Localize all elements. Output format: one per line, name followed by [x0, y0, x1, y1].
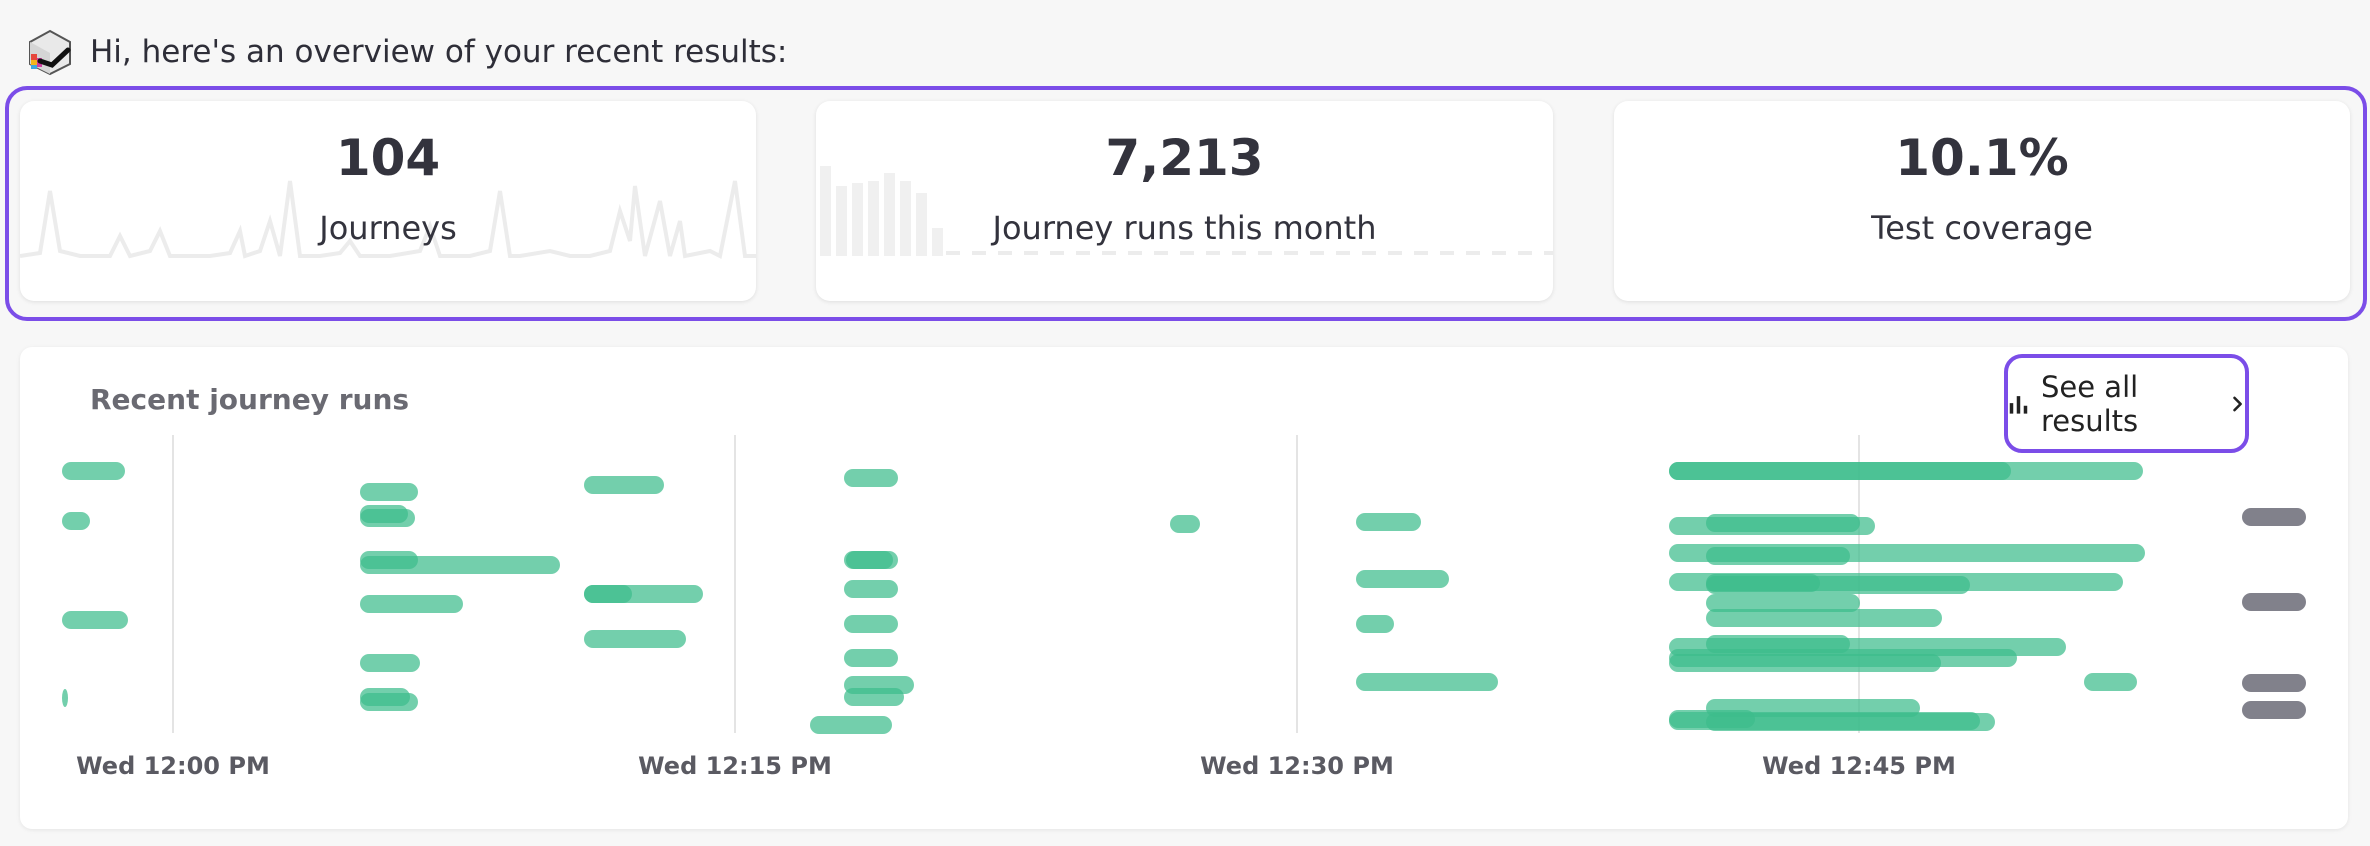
- journey-run-bar[interactable]: [1706, 635, 1850, 653]
- journey-runs-label: Journey runs this month: [992, 209, 1377, 247]
- journey-run-bar[interactable]: [62, 512, 90, 530]
- tick-label: Wed 12:15 PM: [638, 752, 832, 780]
- journey-run-bar[interactable]: [844, 615, 898, 633]
- journey-run-bar[interactable]: [360, 483, 418, 501]
- journey-run-bar[interactable]: [2084, 673, 2137, 691]
- journey-run-bar[interactable]: [1706, 547, 1850, 565]
- timeline-run-bars: [62, 462, 2306, 734]
- journey-runs-timeline: Wed 12:00 PM Wed 12:15 PM Wed 12:30 PM W…: [62, 435, 2306, 780]
- tick-label: Wed 12:00 PM: [76, 752, 270, 780]
- test-coverage-label: Test coverage: [1871, 209, 2093, 247]
- test-coverage-value: 10.1%: [1895, 129, 2069, 187]
- journey-runs-card[interactable]: 7,213 Journey runs this month: [816, 101, 1553, 301]
- journey-run-bar[interactable]: [1706, 514, 1860, 532]
- chevron-right-icon: [2233, 396, 2242, 411]
- journey-run-bar[interactable]: [360, 688, 410, 706]
- bar-chart-icon: [2009, 395, 2028, 414]
- see-all-results-button[interactable]: See all results: [2004, 354, 2249, 453]
- journeys-count: 104: [335, 129, 441, 187]
- journey-run-bar[interactable]: [62, 689, 68, 707]
- stats-highlight-outline: [5, 86, 2367, 321]
- journey-run-bar[interactable]: [1706, 609, 1942, 627]
- journey-run-bar[interactable]: [844, 649, 898, 667]
- timeline-tick-labels: Wed 12:00 PM Wed 12:15 PM Wed 12:30 PM W…: [76, 752, 1956, 780]
- journey-run-bar[interactable]: [1356, 615, 1394, 633]
- tick-label: Wed 12:45 PM: [1762, 752, 1956, 780]
- see-all-results-label: See all results: [2040, 369, 2139, 438]
- journey-run-bar[interactable]: [62, 462, 125, 480]
- journey-run-bar[interactable]: [62, 611, 128, 629]
- journey-run-bar[interactable]: [360, 505, 408, 523]
- journey-run-bar[interactable]: [360, 551, 418, 569]
- journeys-label: Journeys: [319, 209, 457, 247]
- journey-runs-count: 7,213: [1105, 129, 1264, 187]
- journey-run-bar[interactable]: [2242, 593, 2306, 611]
- journey-run-bar[interactable]: [360, 654, 420, 672]
- journey-run-bar[interactable]: [1356, 570, 1449, 588]
- journey-run-bar[interactable]: [810, 716, 892, 734]
- tick-label: Wed 12:30 PM: [1200, 752, 1394, 780]
- journey-run-bar[interactable]: [584, 476, 664, 494]
- journey-run-bar[interactable]: [2242, 508, 2306, 526]
- journey-run-bar[interactable]: [360, 595, 463, 613]
- journey-run-bar[interactable]: [584, 630, 686, 648]
- journey-run-bar[interactable]: [584, 585, 632, 603]
- greeting-header: Hi, here's an overview of your recent re…: [26, 26, 787, 78]
- recent-journey-runs-panel: Wed 12:00 PM Wed 12:15 PM Wed 12:30 PM W…: [20, 347, 2348, 829]
- app-logo-icon: [29, 29, 71, 76]
- recent-journey-runs-title: Recent journey runs: [90, 383, 410, 416]
- journey-run-bar[interactable]: [844, 580, 898, 598]
- journeys-sparkline: [20, 180, 756, 259]
- journey-run-bar[interactable]: [846, 551, 893, 569]
- journey-run-bar[interactable]: [2242, 674, 2306, 692]
- journey-runs-sparkbars: [820, 166, 1553, 256]
- journey-run-bar[interactable]: [1356, 513, 1421, 531]
- journey-run-bar[interactable]: [1706, 713, 1995, 731]
- journey-run-bar[interactable]: [1706, 594, 1860, 612]
- journey-run-bar[interactable]: [2242, 701, 2306, 719]
- journey-run-bar[interactable]: [844, 688, 904, 706]
- journey-run-bar[interactable]: [1669, 462, 2011, 480]
- journey-run-bar[interactable]: [1669, 654, 1941, 672]
- test-coverage-card[interactable]: 10.1% Test coverage: [1614, 101, 2350, 301]
- timeline-gridlines: [172, 435, 1860, 733]
- journey-run-bar[interactable]: [844, 469, 898, 487]
- journey-run-bar[interactable]: [1669, 710, 1755, 728]
- journey-run-bar[interactable]: [1170, 515, 1200, 533]
- journey-run-bar[interactable]: [1706, 574, 1820, 592]
- greeting-text: Hi, here's an overview of your recent re…: [90, 34, 788, 70]
- journey-run-bar[interactable]: [1356, 673, 1498, 691]
- journeys-card[interactable]: 104 Journeys: [20, 101, 756, 301]
